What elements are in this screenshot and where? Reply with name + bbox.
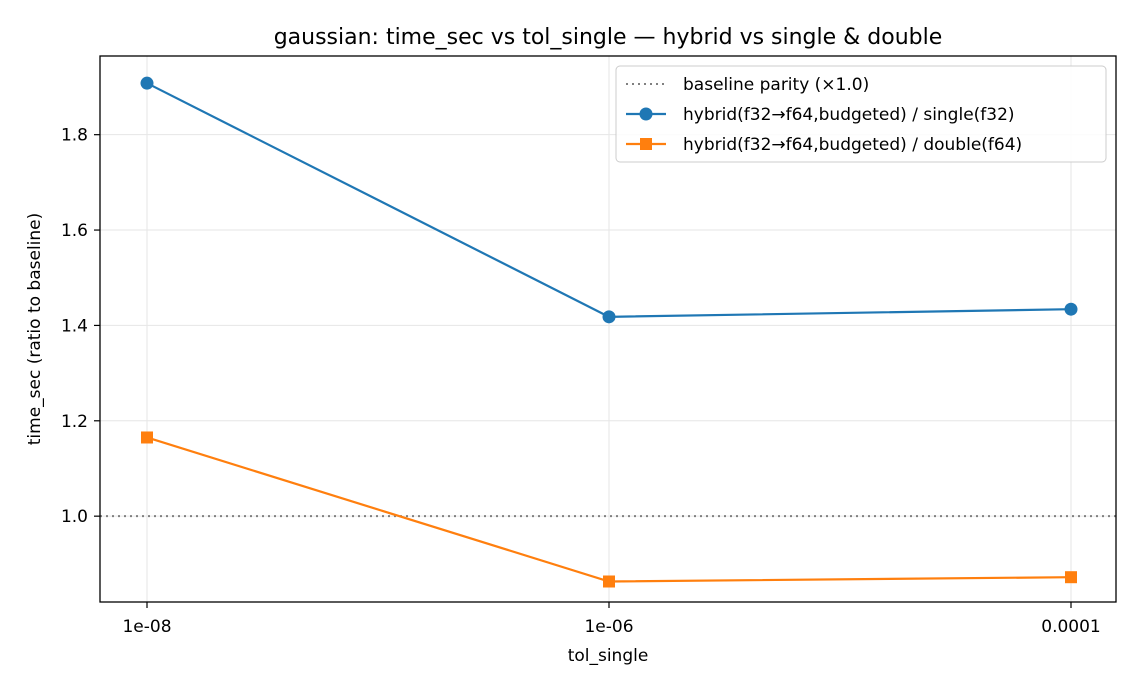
series-2-point xyxy=(141,431,153,444)
legend-swatch-marker xyxy=(639,107,653,121)
y-tick-label: 1.6 xyxy=(61,221,88,241)
legend: baseline parity (×1.0) hybrid(f32→f64,bud… xyxy=(615,65,1107,163)
series-1-point xyxy=(140,76,154,90)
series-1-point xyxy=(602,310,616,324)
y-axis-label: time_sec (ratio to baseline) xyxy=(25,213,45,446)
series-2-point xyxy=(603,575,615,588)
series-layer xyxy=(140,76,1078,588)
chart-title: gaussian: time_sec vs tol_single — hybri… xyxy=(274,25,943,50)
series-2-point xyxy=(1065,571,1077,584)
legend-entry-label: baseline parity (×1.0) xyxy=(683,75,869,95)
x-axis-label: tol_single xyxy=(568,646,649,666)
legend-box xyxy=(615,65,1107,163)
legend-entry-label: hybrid(f32→f64,budgeted) / double(f64) xyxy=(683,135,1022,155)
series-1-point xyxy=(1064,302,1078,316)
x-tick-label: 0.0001 xyxy=(1041,617,1100,637)
x-tick-label: 1e-08 xyxy=(122,617,171,637)
x-tick-label: 1e-06 xyxy=(584,617,633,637)
legend-swatch-marker xyxy=(640,138,652,150)
y-tick-label: 1.0 xyxy=(61,507,88,527)
plot-area-frame xyxy=(99,55,1117,603)
legend-entry-label: hybrid(f32→f64,budgeted) / single(f32) xyxy=(683,105,1015,125)
y-tick-label: 1.8 xyxy=(61,126,88,146)
x-axis-ticks: 1e-08 1e-06 0.0001 xyxy=(122,602,1101,637)
y-axis-ticks: 1.0 1.2 1.4 1.6 1.8 xyxy=(61,126,100,527)
y-tick-label: 1.2 xyxy=(61,412,88,432)
y-tick-label: 1.4 xyxy=(61,316,88,336)
